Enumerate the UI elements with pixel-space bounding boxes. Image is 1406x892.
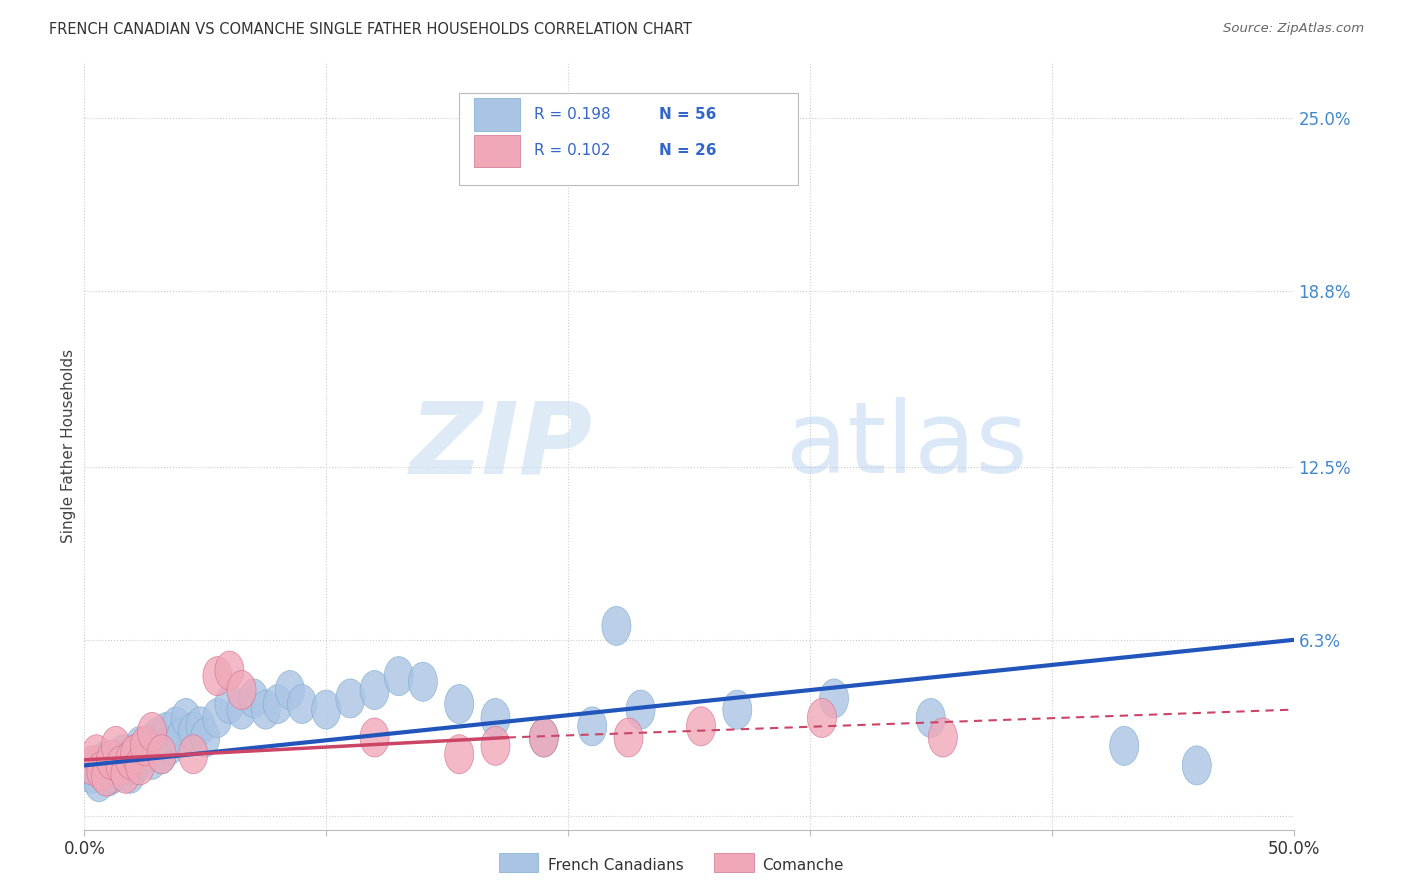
Ellipse shape [114, 740, 142, 780]
Ellipse shape [202, 657, 232, 696]
Y-axis label: Single Father Households: Single Father Households [60, 349, 76, 543]
Ellipse shape [121, 735, 149, 773]
Ellipse shape [226, 671, 256, 710]
Ellipse shape [155, 726, 184, 765]
Ellipse shape [77, 755, 105, 793]
Ellipse shape [529, 718, 558, 757]
Ellipse shape [360, 718, 389, 757]
Ellipse shape [131, 735, 159, 773]
Ellipse shape [124, 740, 152, 780]
Ellipse shape [1182, 746, 1212, 785]
Ellipse shape [626, 690, 655, 729]
Ellipse shape [820, 679, 849, 718]
Ellipse shape [263, 684, 292, 723]
Ellipse shape [87, 751, 115, 790]
Ellipse shape [142, 718, 172, 757]
Ellipse shape [917, 698, 945, 738]
Ellipse shape [186, 706, 215, 746]
Ellipse shape [529, 718, 558, 757]
Ellipse shape [84, 763, 114, 802]
Text: N = 56: N = 56 [659, 107, 716, 122]
Ellipse shape [118, 735, 148, 773]
Ellipse shape [578, 706, 607, 746]
Ellipse shape [77, 746, 105, 785]
Ellipse shape [179, 735, 208, 773]
Ellipse shape [125, 726, 155, 765]
Ellipse shape [336, 679, 366, 718]
Ellipse shape [148, 735, 176, 773]
FancyBboxPatch shape [474, 135, 520, 167]
Ellipse shape [276, 671, 305, 710]
Ellipse shape [89, 751, 118, 790]
Ellipse shape [239, 679, 269, 718]
Ellipse shape [105, 751, 135, 790]
Ellipse shape [108, 735, 138, 773]
Ellipse shape [807, 698, 837, 738]
Ellipse shape [481, 698, 510, 738]
Ellipse shape [614, 718, 643, 757]
Text: Source: ZipAtlas.com: Source: ZipAtlas.com [1223, 22, 1364, 36]
Ellipse shape [287, 684, 316, 723]
Ellipse shape [166, 718, 195, 757]
Ellipse shape [91, 740, 121, 780]
Text: R = 0.198: R = 0.198 [534, 107, 610, 122]
Ellipse shape [82, 735, 111, 773]
Ellipse shape [481, 726, 510, 765]
Ellipse shape [444, 684, 474, 723]
Text: French Canadians: French Canadians [548, 858, 685, 872]
Ellipse shape [384, 657, 413, 696]
Ellipse shape [226, 690, 256, 729]
Ellipse shape [101, 740, 131, 780]
Ellipse shape [101, 726, 131, 765]
Ellipse shape [312, 690, 340, 729]
Ellipse shape [215, 684, 245, 723]
Ellipse shape [97, 746, 125, 785]
Ellipse shape [94, 757, 124, 796]
Ellipse shape [215, 651, 245, 690]
Ellipse shape [152, 713, 181, 751]
Ellipse shape [408, 662, 437, 701]
Ellipse shape [360, 671, 389, 710]
Text: ZIP: ZIP [409, 398, 592, 494]
Ellipse shape [252, 690, 280, 729]
Ellipse shape [131, 726, 159, 765]
Text: N = 26: N = 26 [659, 143, 716, 158]
Ellipse shape [444, 735, 474, 773]
Ellipse shape [91, 757, 121, 796]
Ellipse shape [179, 713, 208, 751]
Ellipse shape [202, 698, 232, 738]
Ellipse shape [602, 607, 631, 646]
Ellipse shape [105, 746, 135, 785]
Ellipse shape [172, 698, 201, 738]
Text: Comanche: Comanche [762, 858, 844, 872]
Ellipse shape [138, 740, 166, 780]
Ellipse shape [97, 740, 125, 780]
Text: FRENCH CANADIAN VS COMANCHE SINGLE FATHER HOUSEHOLDS CORRELATION CHART: FRENCH CANADIAN VS COMANCHE SINGLE FATHE… [49, 22, 692, 37]
Ellipse shape [138, 713, 166, 751]
Ellipse shape [1109, 726, 1139, 765]
Ellipse shape [121, 746, 149, 785]
Ellipse shape [82, 746, 111, 785]
Ellipse shape [723, 690, 752, 729]
Ellipse shape [115, 755, 145, 793]
Ellipse shape [98, 755, 128, 793]
Ellipse shape [686, 706, 716, 746]
FancyBboxPatch shape [474, 98, 520, 131]
Text: atlas: atlas [786, 398, 1028, 494]
Ellipse shape [115, 740, 145, 780]
Ellipse shape [111, 746, 141, 785]
Ellipse shape [125, 746, 155, 785]
Ellipse shape [191, 718, 219, 757]
Text: R = 0.102: R = 0.102 [534, 143, 610, 158]
FancyBboxPatch shape [460, 93, 797, 186]
Ellipse shape [104, 746, 132, 785]
Ellipse shape [135, 726, 165, 765]
Ellipse shape [148, 735, 176, 773]
Ellipse shape [928, 718, 957, 757]
Ellipse shape [111, 755, 141, 793]
Ellipse shape [162, 706, 191, 746]
